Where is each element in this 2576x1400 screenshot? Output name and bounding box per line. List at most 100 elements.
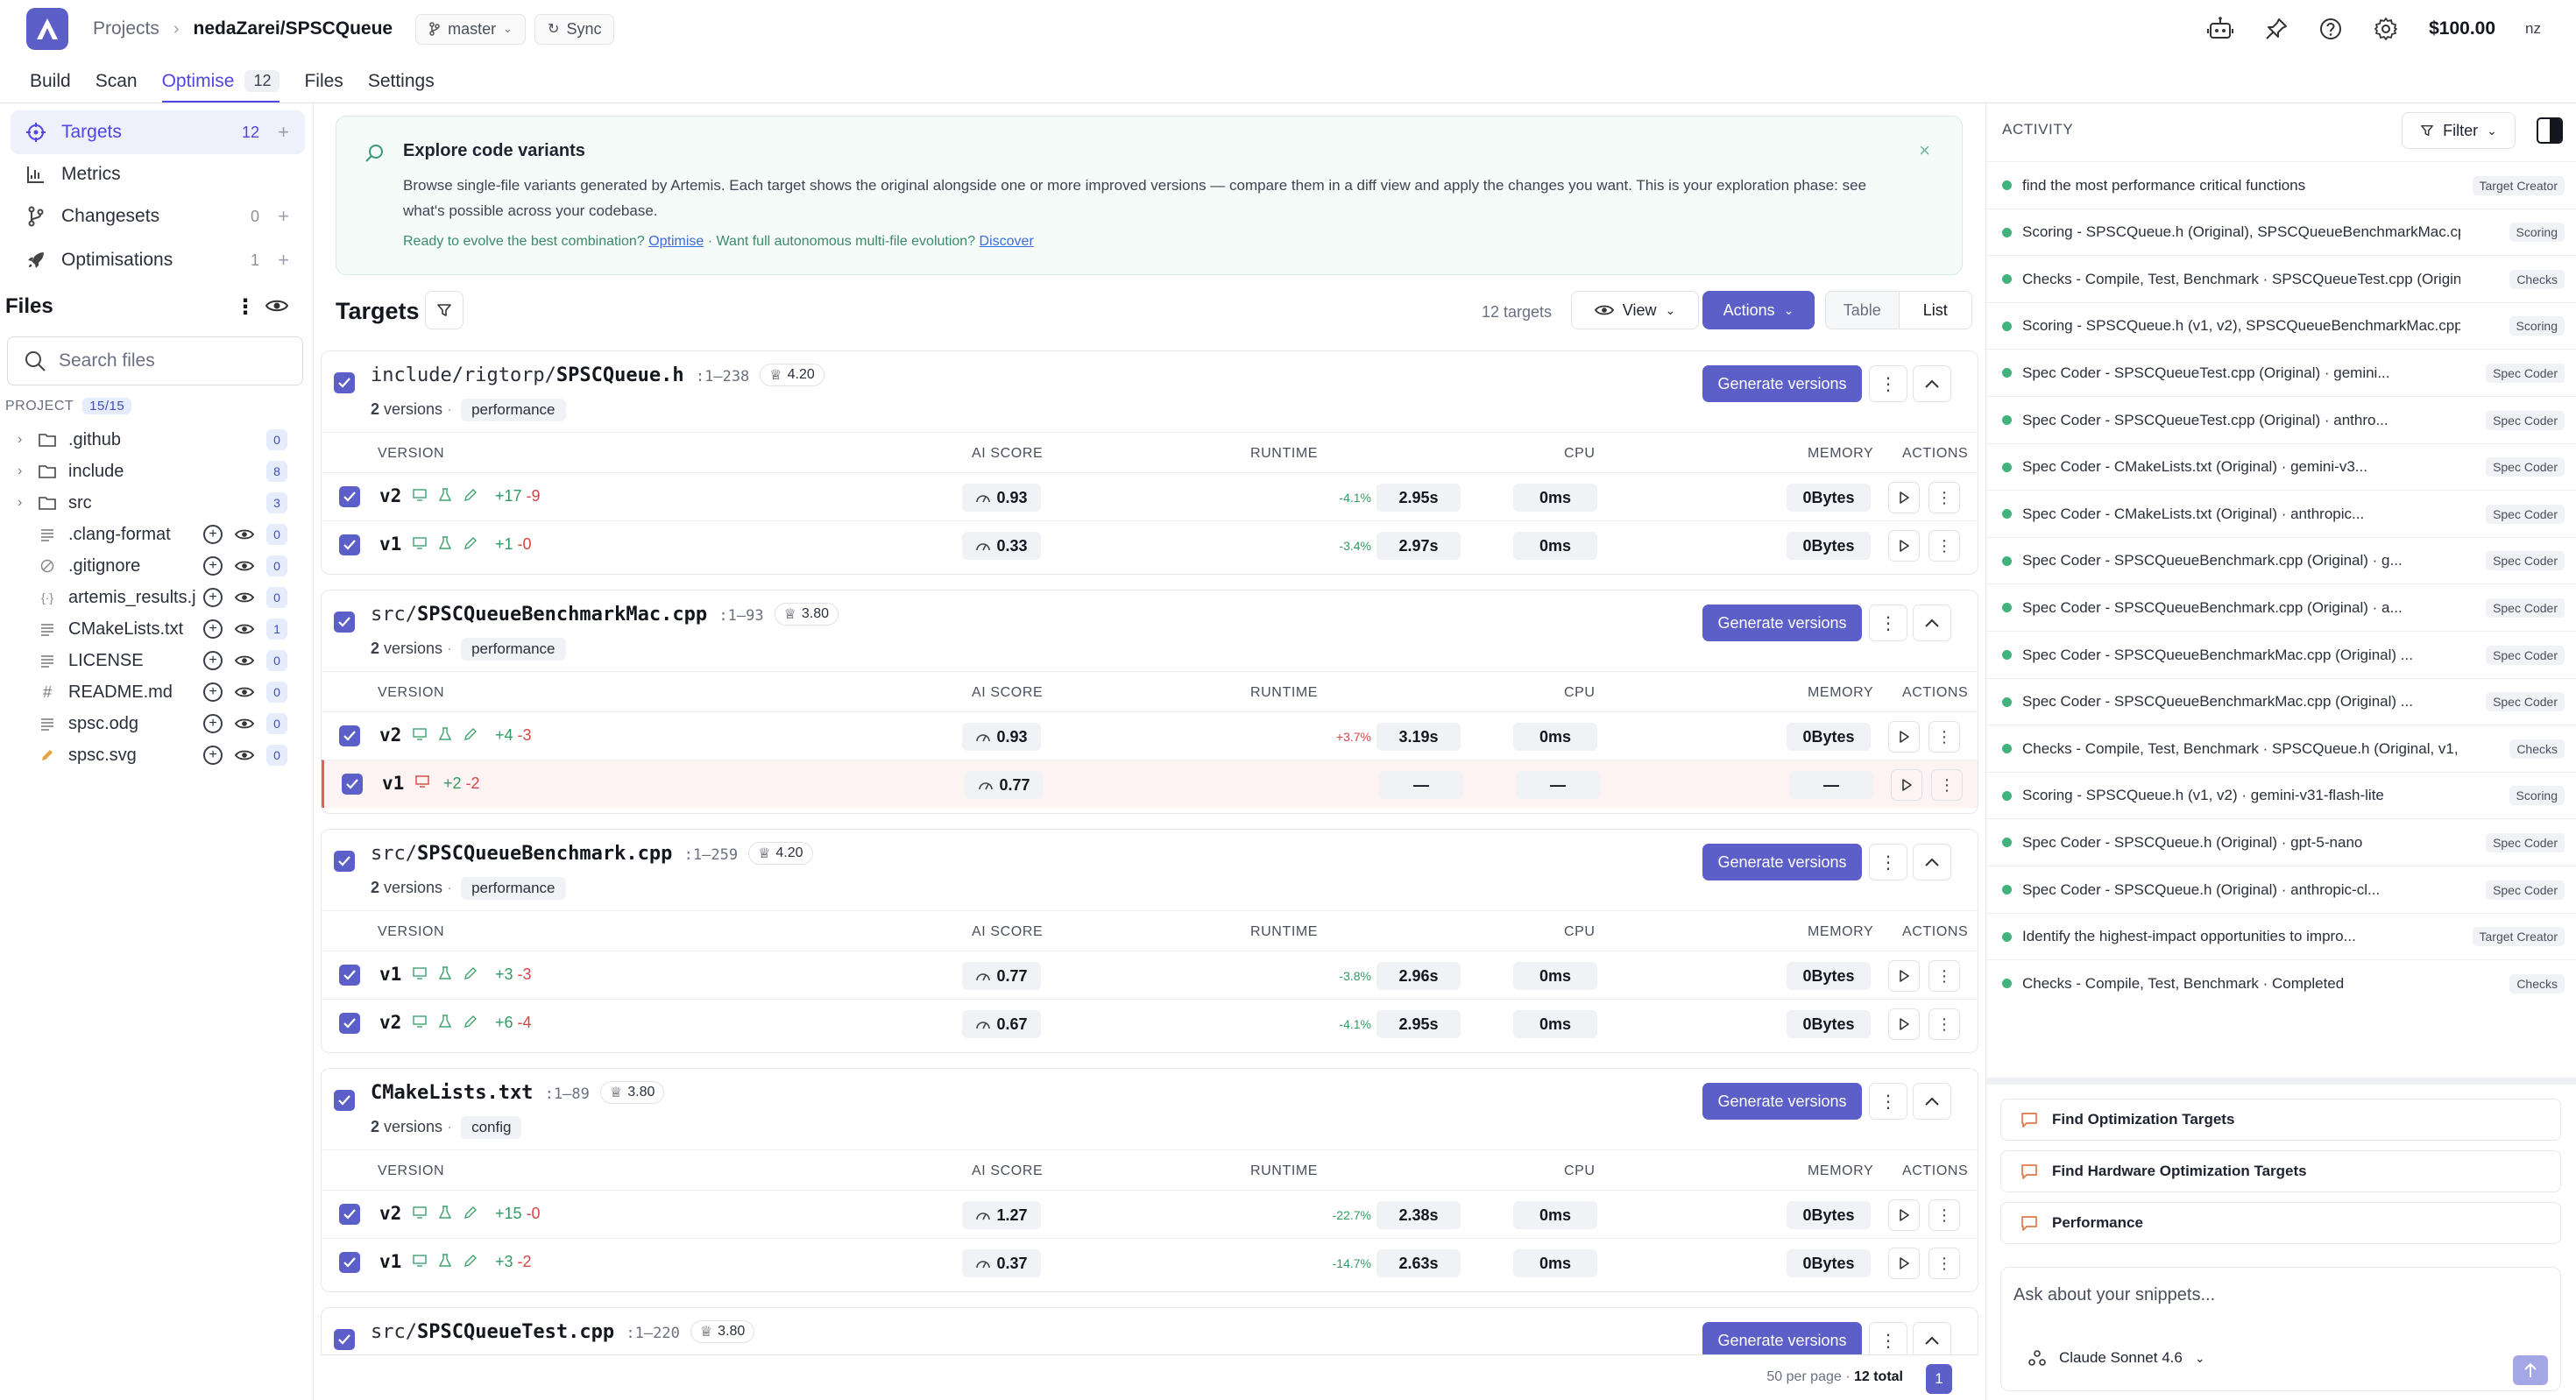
version-row[interactable]: v2 +15 -0 1.27 -22.7% 2.38s 0ms 0Bytes ⋮ [322,1190,1978,1238]
version-row[interactable]: v2 +4 -3 0.93 +3.7% 3.19s 0ms 0Bytes ⋮ [322,711,1978,760]
add-file-icon[interactable]: + [203,525,223,544]
activity-item[interactable]: Spec Coder - SPSCQueueBenchmark.cpp (Ori… [1986,536,2576,584]
chevron-right-icon[interactable]: › [18,463,23,478]
file-tree-folder-github[interactable]: › .github 0 [18,424,298,456]
add-file-icon[interactable]: + [203,682,223,702]
version-checkbox[interactable] [339,725,360,746]
version-row[interactable]: v2 +17 -9 0.93 -4.1% 2.95s 0ms 0Bytes ⋮ [322,472,1978,520]
add-file-icon[interactable]: + [203,556,223,576]
tab-scan[interactable]: Scan [96,71,138,103]
activity-item[interactable]: Spec Coder - CMakeLists.txt (Original) ·… [1986,490,2576,537]
send-button[interactable] [2513,1355,2548,1385]
sidebar-item-optimisations[interactable]: Optimisations 1 + [11,238,305,282]
add-target-button[interactable]: + [278,121,289,143]
run-button[interactable] [1888,1248,1920,1279]
user-avatar[interactable]: nz [2525,20,2541,37]
version-row[interactable]: v2 +6 -4 0.67 -4.1% 2.95s 0ms 0Bytes ⋮ [322,999,1978,1047]
activity-item[interactable]: Spec Coder - SPSCQueueBenchmarkMac.cpp (… [1986,631,2576,678]
eye-icon[interactable] [235,590,254,605]
optimise-link[interactable]: Optimise [648,234,704,249]
card-more-button[interactable]: ⋮ [1869,1083,1907,1120]
target-path[interactable]: CMakeLists.txt :1–89 ♕ 3.80 [371,1081,665,1104]
row-more-button[interactable]: ⋮ [1928,530,1960,562]
chevron-right-icon[interactable]: › [18,495,23,510]
version-row[interactable]: v1 +3 -3 0.77 -3.8% 2.96s 0ms 0Bytes ⋮ [322,951,1978,999]
branch-selector[interactable]: master ⌄ [415,13,527,45]
activity-item[interactable]: Spec Coder - SPSCQueueBenchmark.cpp (Ori… [1986,583,2576,631]
sidebar-item-metrics[interactable]: Metrics [11,152,305,196]
activity-item[interactable]: Spec Coder - SPSCQueue.h (Original) · gp… [1986,818,2576,866]
card-more-button[interactable]: ⋮ [1869,365,1907,402]
page-button-current[interactable]: 1 [1926,1364,1952,1394]
run-button[interactable] [1888,1008,1920,1040]
generate-versions-button[interactable]: Generate versions [1702,605,1862,641]
app-logo[interactable] [26,8,68,50]
eye-icon[interactable] [235,748,254,762]
target-path[interactable]: src/SPSCQueueBenchmark.cpp :1–259 ♕ 4.20 [371,842,813,865]
activity-item[interactable]: Spec Coder - CMakeLists.txt (Original) ·… [1986,442,2576,491]
target-path[interactable]: src/SPSCQueueBenchmarkMac.cpp :1–93 ♕ 3.80 [371,603,839,626]
breadcrumb-projects[interactable]: Projects [93,18,159,39]
add-file-icon[interactable]: + [203,714,223,733]
table-view-button[interactable]: Table [1826,292,1899,329]
version-checkbox[interactable] [339,1013,360,1034]
eye-icon[interactable] [235,527,254,541]
help-icon[interactable] [2318,17,2343,41]
version-checkbox[interactable] [339,1252,360,1273]
row-more-button[interactable]: ⋮ [1931,769,1963,801]
row-more-button[interactable]: ⋮ [1928,1248,1960,1279]
generate-versions-button[interactable]: Generate versions [1702,844,1862,880]
target-path[interactable]: include/rigtorp/SPSCQueue.h :1–238 ♕ 4.20 [371,364,824,386]
eye-icon[interactable] [265,296,289,315]
collapse-button[interactable] [1913,605,1951,641]
run-button[interactable] [1888,960,1920,992]
tab-files[interactable]: Files [304,71,343,103]
run-button[interactable] [1888,721,1920,753]
gear-icon[interactable] [2373,16,2399,42]
tab-optimise[interactable]: Optimise 12 [161,70,280,103]
add-file-icon[interactable]: + [203,619,223,639]
generate-versions-button[interactable]: Generate versions [1702,1083,1862,1120]
suggestion-performance[interactable]: Performance [2000,1202,2561,1244]
activity-item[interactable]: Identify the highest-impact opportunitie… [1986,912,2576,960]
version-checkbox[interactable] [339,965,360,986]
version-row[interactable]: v1 +1 -0 0.33 -3.4% 2.97s 0ms 0Bytes ⋮ [322,520,1978,569]
collapse-button[interactable] [1913,365,1951,402]
eye-icon[interactable] [235,717,254,731]
card-more-button[interactable]: ⋮ [1869,1322,1907,1359]
file-tree-file[interactable]: spsc.odg + 0 [18,708,298,739]
breadcrumb-repo[interactable]: nedaZarei/SPSCQueue [193,18,393,39]
target-checkbox[interactable] [334,372,355,393]
run-button[interactable] [1888,482,1920,513]
sidebar-item-targets[interactable]: Targets 12 + [11,110,305,154]
file-tree-file[interactable]: # README.md + 0 [18,676,298,708]
add-file-icon[interactable]: + [203,588,223,607]
row-more-button[interactable]: ⋮ [1928,1008,1960,1040]
activity-item[interactable]: Checks - Compile, Test, Benchmark · SPSC… [1986,725,2576,772]
generate-versions-button[interactable]: Generate versions [1702,1322,1862,1359]
row-more-button[interactable]: ⋮ [1928,1199,1960,1231]
add-optimisation-button[interactable]: + [278,249,289,271]
sidebar-item-changesets[interactable]: Changesets 0 + [11,194,305,238]
target-checkbox[interactable] [334,851,355,872]
run-button[interactable] [1888,1199,1920,1231]
sync-button[interactable]: ↻ Sync [534,13,615,45]
activity-item[interactable]: Scoring - SPSCQueue.h (v1, v2), SPSCQueu… [1986,301,2576,350]
collapse-button[interactable] [1913,1322,1951,1359]
card-more-button[interactable]: ⋮ [1869,605,1907,641]
target-checkbox[interactable] [334,1090,355,1111]
activity-item[interactable]: Checks - Compile, Test, Benchmark · SPSC… [1986,255,2576,302]
file-tree-file[interactable]: CMakeLists.txt + 1 [18,613,298,645]
kebab-menu-icon[interactable]: ⋮ [235,295,256,319]
tab-settings[interactable]: Settings [368,71,435,103]
activity-item[interactable]: Scoring - SPSCQueue.h (Original), SPSCQu… [1986,208,2576,256]
run-button[interactable] [1891,769,1922,801]
version-checkbox[interactable] [339,534,360,555]
file-tree-file[interactable]: {·} artemis_results.j + 0 [18,582,298,613]
file-tree-file[interactable]: LICENSE + 0 [18,645,298,676]
row-more-button[interactable]: ⋮ [1928,960,1960,992]
actions-dropdown[interactable]: Actions ⌄ [1702,291,1815,329]
chat-input-box[interactable]: Ask about your snippets... Claude Sonnet… [2000,1267,2561,1391]
eye-icon[interactable] [235,685,254,699]
list-view-button[interactable]: List [1898,292,1971,329]
